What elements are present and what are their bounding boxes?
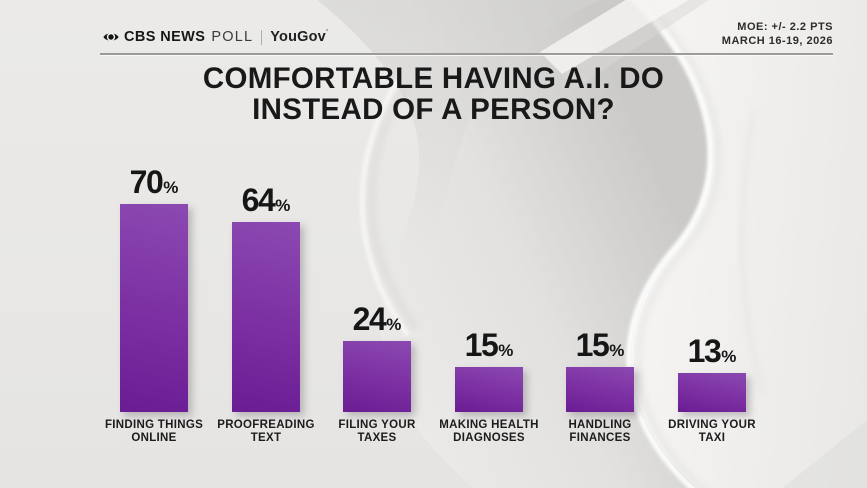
bar	[232, 222, 300, 412]
title-line2: INSTEAD OF A PERSON?	[252, 93, 615, 126]
bar-category-label: PROOFREADING TEXT	[202, 419, 330, 444]
moe-date-note: MOE: +/- 2.2 PTS MARCH 16-19, 2026	[722, 21, 833, 48]
bar-category-line2: FINANCES	[569, 431, 631, 444]
bar-group-finding-things-online: 70% FINDING THINGS ONLINE	[98, 166, 210, 444]
bar-category-label: MAKING HEALTH DIAGNOSES	[425, 419, 553, 444]
bar-category-line1: DRIVING YOUR	[668, 419, 756, 431]
bar-category-line2: DIAGNOSES	[453, 431, 525, 444]
bar-value-label: 15%	[576, 329, 625, 361]
bar-value-label: 24%	[353, 303, 402, 335]
bar-category-line1: HANDLING	[568, 419, 632, 431]
bar	[455, 367, 523, 412]
bar-value-label: 70%	[130, 166, 179, 198]
percent-sign: %	[275, 196, 291, 215]
bar-category-line2: ONLINE	[131, 431, 177, 444]
bar	[678, 373, 746, 412]
bar-value-number: 15	[575, 327, 610, 363]
bar-category-label: FINDING THINGS ONLINE	[90, 419, 218, 444]
bar-category-line2: TAXES	[357, 431, 397, 444]
percent-sign: %	[386, 315, 402, 334]
bar-value-number: 13	[687, 333, 722, 369]
bar-value-label: 15%	[465, 329, 514, 361]
title-line1: COMFORTABLE HAVING A.I. DO	[202, 62, 665, 95]
percent-sign: %	[609, 341, 625, 360]
bar-category-line1: PROOFREADING	[217, 419, 315, 431]
page-title: COMFORTABLE HAVING A.I. DO INSTEAD OF A …	[0, 63, 867, 125]
poll-label: POLL	[211, 29, 254, 45]
percent-sign: %	[163, 178, 179, 197]
date-line: MARCH 16-19, 2026	[721, 34, 833, 47]
percent-sign: %	[721, 347, 737, 366]
moe-line: MOE: +/- 2.2 PTS	[737, 21, 833, 33]
bar-group-proofreading-text: 64% PROOFREADING TEXT	[210, 184, 322, 444]
bar-value-number: 70	[129, 164, 164, 200]
bar-category-line1: MAKING HEALTH	[439, 419, 539, 431]
bar-group-making-health-diagnoses: 15% MAKING HEALTH DIAGNOSES	[433, 329, 545, 444]
bar-value-number: 15	[464, 327, 499, 363]
header-divider-line	[100, 53, 833, 55]
bar-category-line1: FINDING THINGS	[104, 419, 204, 431]
bar-category-label: DRIVING YOUR TAXI	[648, 419, 776, 444]
brand-lockup: CBS NEWS POLL YouGov’	[103, 29, 328, 45]
bar-value-label: 64%	[242, 184, 291, 216]
bar-category-line2: TAXI	[698, 431, 726, 444]
bar-category-line2: TEXT	[250, 431, 282, 444]
bar-category-label: FILING YOUR TAXES	[313, 419, 441, 444]
bar-value-number: 24	[352, 301, 387, 337]
bar-value-number: 64	[241, 182, 276, 218]
bar-value-label: 13%	[688, 335, 737, 367]
bar	[566, 367, 634, 412]
logo-divider	[261, 29, 263, 45]
bar-group-driving-your-taxi: 13% DRIVING YOUR TAXI	[656, 335, 768, 444]
bar	[343, 341, 411, 412]
cbs-eye-icon	[103, 32, 119, 42]
cbs-news-wordmark: CBS NEWS	[124, 29, 206, 45]
trademark-mark: ’	[325, 29, 329, 36]
bar	[120, 204, 188, 412]
bar-group-filing-your-taxes: 24% FILING YOUR TAXES	[321, 303, 433, 444]
yougov-wordmark: YouGov’	[270, 29, 329, 45]
percent-sign: %	[498, 341, 514, 360]
bar-category-line1: FILING YOUR	[338, 419, 416, 431]
bar-category-label: HANDLING FINANCES	[536, 419, 664, 444]
bar-group-handling-finances: 15% HANDLING FINANCES	[544, 329, 656, 444]
